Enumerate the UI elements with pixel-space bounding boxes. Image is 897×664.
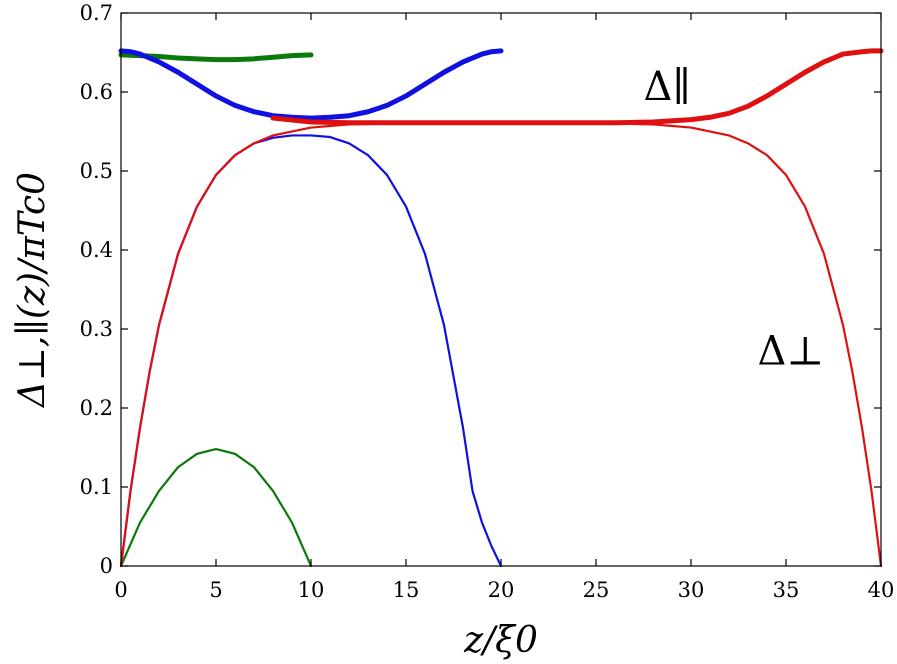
x-axis-label: z/ξ0 [463, 620, 538, 661]
x-tick-label-4: 20 [488, 578, 515, 602]
series-line-2 [119, 134, 503, 568]
series-line-0 [119, 447, 313, 568]
x-tick-label-3: 15 [393, 578, 420, 602]
x-tick-label-0: 0 [114, 578, 127, 602]
series-line-1 [118, 52, 314, 63]
x-tick-label-8: 40 [868, 578, 895, 602]
y-tick-label-1: 0.1 [80, 475, 113, 499]
series-line-3 [118, 48, 504, 121]
series-line-5 [270, 48, 884, 126]
y-tick-label-3: 0.3 [80, 317, 113, 341]
x-tick-label-2: 10 [298, 578, 325, 602]
x-tick-label-7: 35 [773, 578, 800, 602]
y-tick-label-5: 0.5 [80, 159, 113, 183]
y-tick-label-7: 0.7 [80, 1, 113, 25]
x-tick-label-5: 25 [583, 578, 610, 602]
y-tick-label-2: 0.2 [80, 396, 113, 420]
x-tick-label-6: 30 [678, 578, 705, 602]
y-axis-label: Δ⊥,∥(z)/πTc0 [12, 172, 53, 409]
ticks-layer: 0 5 10 15 20 25 30 35 40 0 0.1 0.2 0.3 0.4 0.5 0.6 0.7 [80, 1, 895, 602]
annotation-delta-perp: Δ⊥ [758, 329, 825, 375]
y-tick-label-4: 0.4 [80, 238, 113, 262]
y-tick-label-6: 0.6 [80, 80, 113, 104]
series-layer [118, 48, 884, 568]
x-tick-label-1: 5 [209, 578, 222, 602]
y-tick-label-0: 0 [100, 554, 113, 578]
annotation-delta-parallel: Δ∥ [644, 64, 691, 110]
